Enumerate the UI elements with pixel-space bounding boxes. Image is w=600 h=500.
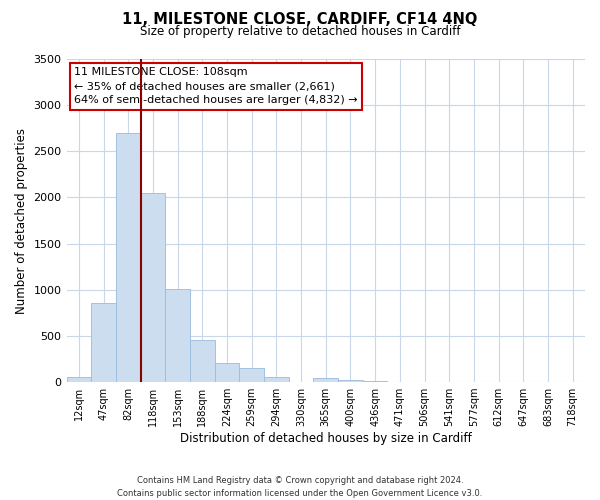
Text: 11 MILESTONE CLOSE: 108sqm
← 35% of detached houses are smaller (2,661)
64% of s: 11 MILESTONE CLOSE: 108sqm ← 35% of deta…: [74, 67, 358, 105]
Text: 11, MILESTONE CLOSE, CARDIFF, CF14 4NQ: 11, MILESTONE CLOSE, CARDIFF, CF14 4NQ: [122, 12, 478, 28]
Bar: [165, 289, 190, 382]
Bar: [67, 377, 91, 382]
X-axis label: Distribution of detached houses by size in Cardiff: Distribution of detached houses by size …: [180, 432, 472, 445]
Bar: [190, 340, 215, 382]
Bar: [363, 381, 388, 382]
Bar: [91, 302, 116, 382]
Bar: [116, 133, 140, 382]
Text: Size of property relative to detached houses in Cardiff: Size of property relative to detached ho…: [140, 25, 460, 38]
Bar: [140, 193, 165, 382]
Text: Contains HM Land Registry data © Crown copyright and database right 2024.
Contai: Contains HM Land Registry data © Crown c…: [118, 476, 482, 498]
Y-axis label: Number of detached properties: Number of detached properties: [15, 128, 28, 314]
Bar: [313, 378, 338, 382]
Bar: [264, 376, 289, 382]
Bar: [215, 362, 239, 382]
Bar: [338, 380, 363, 382]
Bar: [239, 368, 264, 382]
